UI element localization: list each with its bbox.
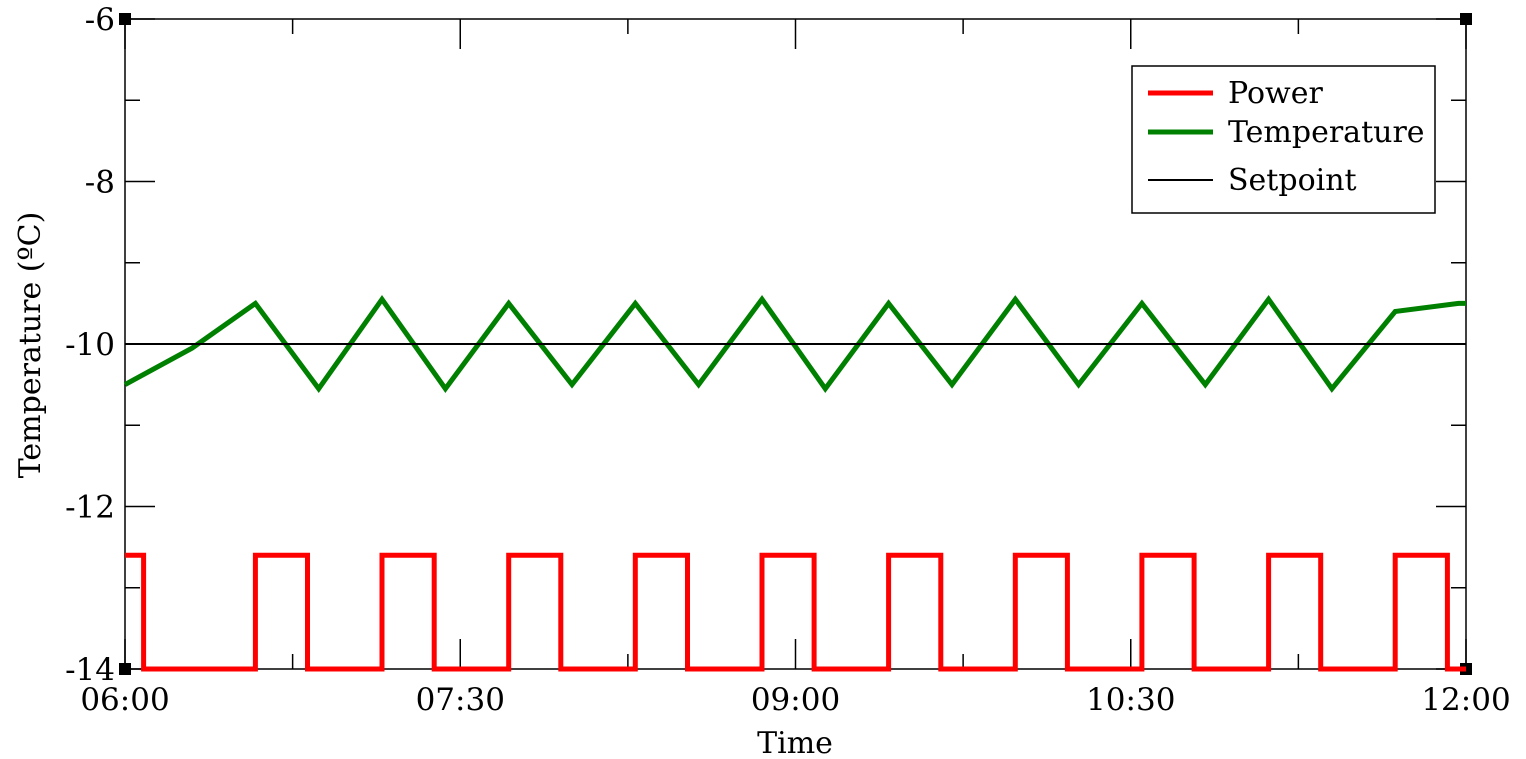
y-axis-title: Temperature (ºC) — [13, 212, 48, 479]
y-tick-label: -12 — [65, 490, 115, 526]
x-tick-label: 06:00 — [80, 682, 169, 718]
y-tick-label: -10 — [65, 327, 115, 363]
y-tick-label: -6 — [85, 2, 115, 38]
y-tick-label: -14 — [65, 652, 115, 688]
x-tick-label: 07:30 — [416, 682, 505, 718]
series-line-power — [125, 552, 1466, 672]
x-tick-label: 09:00 — [751, 682, 840, 718]
x-axis-ticks: 06:00 07:30 09:00 10:30 12:00 — [80, 19, 1511, 718]
series-layer — [123, 294, 1466, 672]
y-tick-label: -8 — [85, 165, 115, 201]
legend-label-power: Power — [1228, 76, 1323, 111]
x-tick-label: 12:00 — [1421, 682, 1510, 718]
y-axis-ticks: -6 -8 -10 -12 -14 — [65, 2, 1466, 688]
legend-label-setpoint: Setpoint — [1228, 163, 1357, 198]
legend: Power Temperature Setpoint — [1131, 65, 1436, 214]
x-tick-label: 10:30 — [1086, 682, 1175, 718]
legend-label-temperature: Temperature — [1228, 115, 1425, 150]
x-axis-title: Time — [757, 726, 833, 759]
series-line-temperature — [123, 294, 1466, 393]
